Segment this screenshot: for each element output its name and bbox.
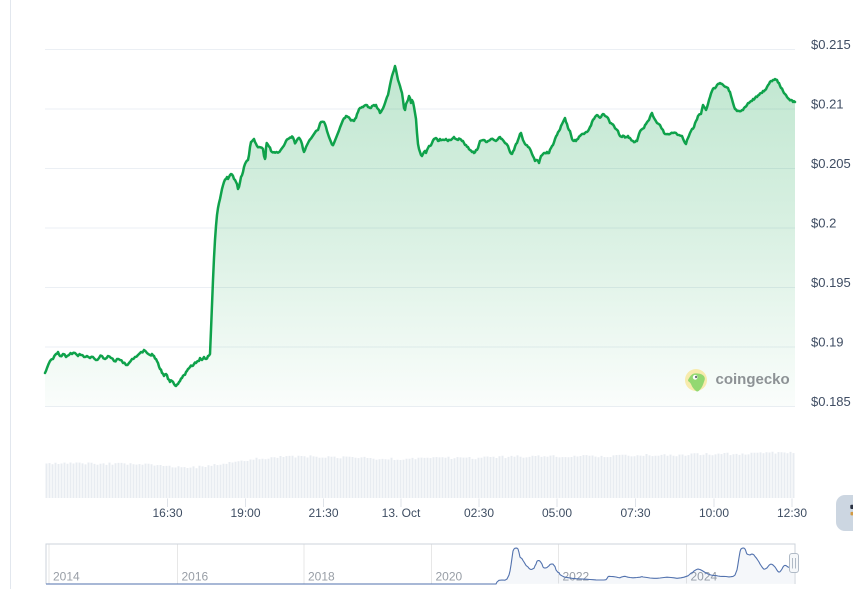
svg-text:13. Oct: 13. Oct [382, 506, 421, 520]
svg-text:2016: 2016 [182, 570, 209, 584]
svg-text:2018: 2018 [308, 570, 335, 584]
svg-text:07:30: 07:30 [620, 506, 650, 520]
svg-text:$0.21: $0.21 [811, 97, 844, 112]
svg-text:12:30: 12:30 [777, 506, 807, 520]
svg-text:16:30: 16:30 [152, 506, 182, 520]
svg-text:$0.185: $0.185 [811, 394, 851, 409]
svg-text:2014: 2014 [53, 570, 80, 584]
svg-text:$0.19: $0.19 [811, 335, 844, 350]
svg-text:02:30: 02:30 [464, 506, 494, 520]
svg-text:$0.205: $0.205 [811, 156, 851, 171]
svg-text:2022: 2022 [563, 570, 590, 584]
svg-text:05:00: 05:00 [542, 506, 572, 520]
svg-text:$0.195: $0.195 [811, 275, 851, 290]
svg-text:2024: 2024 [691, 570, 718, 584]
svg-text:10:00: 10:00 [699, 506, 729, 520]
svg-text:$0.2: $0.2 [811, 216, 836, 231]
svg-text:$0.215: $0.215 [811, 37, 851, 52]
svg-text:19:00: 19:00 [230, 506, 260, 520]
svg-text:21:30: 21:30 [308, 506, 338, 520]
svg-text:2020: 2020 [436, 570, 463, 584]
svg-text:coingecko: coingecko [716, 371, 790, 388]
